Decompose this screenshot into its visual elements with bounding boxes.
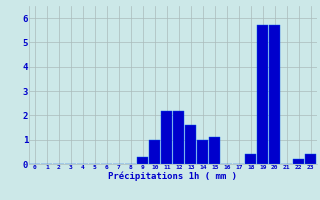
Bar [161, 111, 172, 164]
Bar [257, 25, 268, 164]
Bar [209, 137, 220, 164]
Bar [293, 159, 304, 164]
X-axis label: Précipitations 1h ( mm ): Précipitations 1h ( mm ) [108, 171, 237, 181]
Bar [305, 154, 316, 164]
Bar [137, 157, 148, 164]
Bar [197, 140, 208, 164]
Bar [269, 25, 280, 164]
Bar [173, 111, 184, 164]
Bar [245, 154, 256, 164]
Bar [149, 140, 160, 164]
Bar [185, 125, 196, 164]
